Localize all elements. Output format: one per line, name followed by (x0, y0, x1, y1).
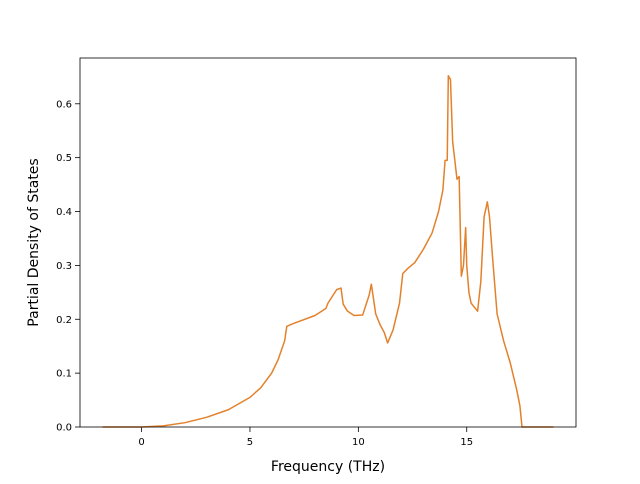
y-tick-label: 0.0 (56, 423, 72, 434)
x-axis-label: Frequency (THz) (271, 459, 385, 475)
y-tick-label: 0.4 (56, 207, 72, 218)
y-axis-label: Partial Density of States (26, 158, 42, 326)
axes-frame (79, 57, 577, 428)
x-tick-label: 5 (247, 437, 253, 448)
line-series (102, 75, 554, 428)
y-tick-label: 0.6 (56, 99, 72, 110)
x-tick-label: 10 (352, 437, 365, 448)
y-tick-label: 0.3 (56, 261, 72, 272)
y-tick-label: 0.1 (56, 369, 72, 380)
y-tick-label: 0.2 (56, 315, 72, 326)
y-tick-label: 0.5 (56, 153, 72, 164)
x-tick-label: 15 (460, 437, 473, 448)
x-tick-label: 0 (138, 437, 144, 448)
